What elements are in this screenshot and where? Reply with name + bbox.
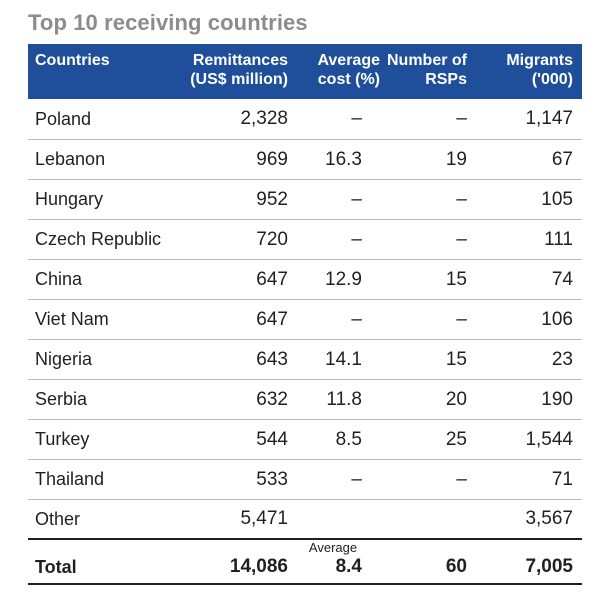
row-country: Viet Nam <box>28 299 174 340</box>
row-number-rsps: – <box>384 99 476 140</box>
table-row: Nigeria 643 14.1 15 23 <box>28 339 582 380</box>
row-remittances: 5,471 <box>240 508 288 530</box>
table-row: Other 5,471 3,567 <box>28 499 582 539</box>
receiving-countries-table: Countries Remittances (US$ million) Aver… <box>28 44 582 585</box>
row-remittances: 2,328 <box>174 99 297 140</box>
total-row: Total 14,086 Average 8.4 60 7,005 <box>28 538 582 585</box>
row-migrants: 3,567 <box>525 508 573 530</box>
row-country: Thailand <box>28 459 174 500</box>
total-label: Total <box>28 538 174 585</box>
row-average-cost <box>297 499 384 539</box>
row-remittances: 544 <box>174 419 297 460</box>
table-row: China 647 12.9 15 74 <box>28 259 582 300</box>
row-number-rsps: – <box>384 219 476 260</box>
table-row: Turkey 544 8.5 25 1,544 <box>28 419 582 460</box>
row-average-cost: 14.1 <box>297 339 384 380</box>
row-remittances: 533 <box>174 459 297 500</box>
row-migrants: 71 <box>476 459 582 500</box>
row-number-rsps: 20 <box>384 379 476 420</box>
table-row: Serbia 632 11.8 20 190 <box>28 379 582 420</box>
row-average-cost: 8.5 <box>297 419 384 460</box>
table-row: Hungary 952– –105 <box>28 179 582 220</box>
row-average-cost: 11.8 <box>297 379 384 420</box>
header-average-cost: Average cost (%) <box>317 52 380 88</box>
row-remittances: 647 <box>174 259 297 300</box>
row-average-cost: 12.9 <box>297 259 384 300</box>
header-migrants: Migrants ('000) <box>506 52 573 88</box>
row-country: Nigeria <box>28 339 174 380</box>
total-migrants: 7,005 <box>476 538 582 585</box>
page-title: Top 10 receiving countries <box>28 10 308 35</box>
row-number-rsps <box>384 499 476 539</box>
row-number-rsps: – <box>384 459 476 500</box>
row-number-rsps: – <box>384 179 476 220</box>
total-average-cost: 8.4 <box>335 556 362 577</box>
row-migrants: 105 <box>476 179 582 220</box>
header-number-rsps: Number of RSPs <box>387 52 467 88</box>
row-average-cost: – <box>297 459 384 500</box>
row-remittances: 647 <box>174 299 297 340</box>
row-migrants: 1,544 <box>476 419 582 460</box>
row-remittances: 643 <box>174 339 297 380</box>
row-country: Hungary <box>28 179 174 220</box>
row-country: Czech Republic <box>28 219 174 260</box>
row-average-cost: – <box>297 219 384 260</box>
row-country: Serbia <box>28 379 174 420</box>
row-migrants: 106 <box>476 299 582 340</box>
row-migrants: 1,147 <box>476 99 582 140</box>
row-country: China <box>28 259 174 300</box>
total-remittances: 14,086 <box>174 538 297 585</box>
row-average-cost: – <box>297 179 384 220</box>
row-country: Other <box>35 508 81 529</box>
row-average-cost: 16.3 <box>297 139 384 180</box>
table-row: Poland 2,328– –1,147 <box>28 99 582 140</box>
table-row: Lebanon 969 16.3 19 67 <box>28 139 582 180</box>
row-number-rsps: 15 <box>384 339 476 380</box>
row-migrants: 67 <box>476 139 582 180</box>
row-number-rsps: 15 <box>384 259 476 300</box>
row-migrants: 74 <box>476 259 582 300</box>
header-countries: Countries <box>35 52 110 69</box>
row-remittances: 969 <box>174 139 297 180</box>
table-header-row: Countries Remittances (US$ million) Aver… <box>28 44 582 99</box>
total-rsps: 60 <box>384 538 476 585</box>
table-row: Thailand 533– –71 <box>28 459 582 500</box>
row-remittances: 952 <box>174 179 297 220</box>
row-country: Poland <box>28 99 174 140</box>
row-average-cost: – <box>297 299 384 340</box>
row-migrants: 190 <box>476 379 582 420</box>
row-number-rsps: 19 <box>384 139 476 180</box>
row-remittances: 720 <box>174 219 297 260</box>
row-average-cost: – <box>297 99 384 140</box>
total-average-cost-cell: Average 8.4 <box>297 538 384 585</box>
row-country: Lebanon <box>28 139 174 180</box>
row-number-rsps: – <box>384 299 476 340</box>
row-remittances: 632 <box>174 379 297 420</box>
row-migrants: 111 <box>476 219 582 260</box>
header-remittances: Remittances (US$ million) <box>190 52 288 88</box>
row-migrants: 23 <box>476 339 582 380</box>
total-average-label: Average <box>308 540 358 555</box>
row-country: Turkey <box>28 419 174 460</box>
table-row: Viet Nam 647– –106 <box>28 299 582 340</box>
table-row: Czech Republic 720– –111 <box>28 219 582 260</box>
row-number-rsps: 25 <box>384 419 476 460</box>
